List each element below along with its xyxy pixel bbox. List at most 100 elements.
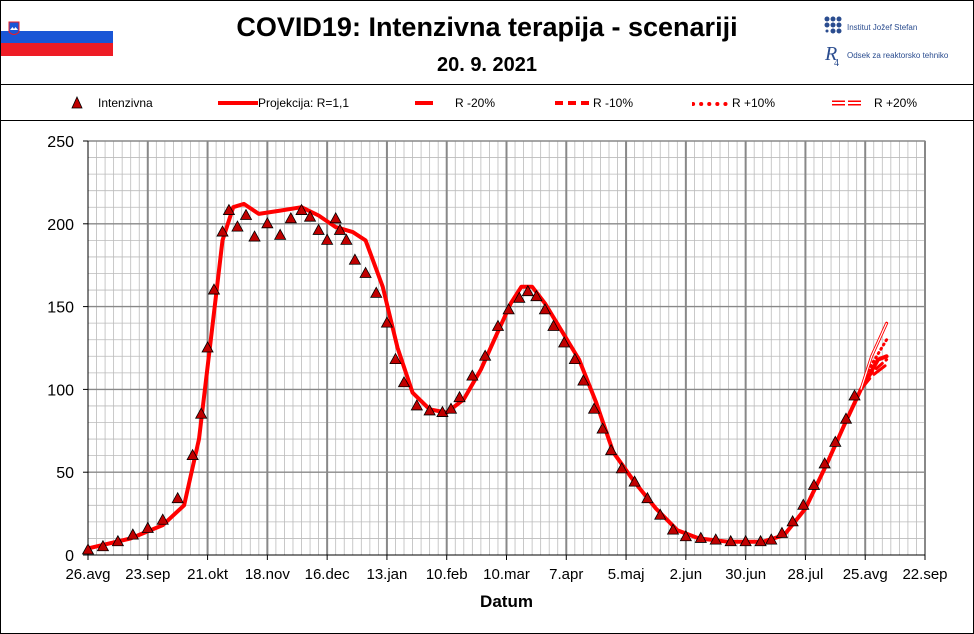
x-tick-label: 2.jun — [670, 566, 703, 583]
x-tick-label: 13.jan — [366, 566, 407, 583]
data-point-marker — [521, 284, 535, 297]
data-point-marker — [568, 352, 582, 364]
data-point-marker — [186, 448, 199, 461]
chart-title: COVID19: Intenzivna terapija - scenariji — [236, 12, 738, 42]
data-point-marker — [654, 508, 667, 520]
data-point-marker — [604, 443, 618, 456]
data-point-marker — [389, 352, 402, 364]
x-tick-label: 18.nov — [245, 566, 291, 583]
data-point-marker — [615, 462, 628, 474]
logo-line-2: Odsek za reaktorsko tehniko — [847, 51, 949, 60]
data-point-marker — [340, 233, 353, 245]
x-tick-label: 28.jul — [787, 566, 823, 583]
x-tick-label: 7.apr — [549, 566, 583, 583]
legend-label: R -10% — [593, 96, 634, 110]
data-point-marker — [329, 212, 342, 224]
data-point-marker — [261, 216, 274, 229]
data-point-marker — [111, 534, 125, 547]
data-point-marker — [216, 225, 229, 237]
x-tick-label: 5.maj — [608, 566, 645, 583]
y-tick-label: 50 — [56, 465, 74, 482]
x-tick-label: 10.mar — [483, 566, 530, 583]
data-point-marker — [679, 529, 693, 542]
data-point-marker — [273, 228, 287, 240]
legend-divider — [0, 120, 974, 121]
data-point-marker — [397, 375, 411, 388]
data-point-marker — [303, 210, 317, 222]
x-tick-label: 22.sep — [902, 566, 947, 583]
data-point-marker — [141, 521, 154, 533]
legend-item-projekcija: Projekcija: R=1,1 — [218, 95, 388, 111]
data-point-marker — [829, 435, 842, 447]
y-tick-label: 100 — [47, 382, 74, 399]
data-point-marker — [370, 286, 383, 298]
data-point-marker — [839, 412, 853, 424]
y-tick-label: 0 — [65, 548, 74, 565]
data-point-marker — [641, 491, 654, 504]
series-line-r-20-inner — [860, 322, 888, 390]
data-point-marker — [538, 303, 552, 315]
x-tick-label: 26.avg — [65, 566, 110, 583]
data-point-marker — [478, 349, 492, 361]
data-point-marker — [513, 291, 526, 303]
data-point-marker — [596, 422, 609, 434]
legend-label: R -20% — [455, 96, 496, 110]
data-point-marker — [724, 534, 737, 547]
logo-line-1: Institut Jožef Stefan — [847, 23, 917, 32]
data-point-marker — [423, 404, 436, 416]
data-point-marker — [380, 316, 394, 328]
data-point-marker — [453, 390, 466, 403]
x-axis-title: Datum — [480, 592, 533, 611]
legend-label: R +20% — [874, 96, 918, 110]
y-tick-label: 200 — [47, 217, 74, 234]
data-point-marker — [739, 534, 752, 547]
data-point-marker — [587, 402, 601, 414]
data-point-marker — [96, 539, 110, 552]
legend-label: Projekcija: R=1,1 — [258, 96, 350, 110]
x-tick-label: 10.feb — [426, 566, 468, 583]
legend-item-r-minus-20: R -20% — [415, 95, 525, 111]
series-line-projekcija-r-1-1 — [86, 201, 889, 551]
data-point-marker — [547, 319, 560, 331]
legend-item-r-plus-10: R +10% — [692, 95, 802, 111]
data-point-marker — [126, 528, 140, 540]
data-point-marker — [81, 543, 95, 555]
data-point-marker — [530, 289, 543, 302]
chart-date: 20. 9. 2021 — [436, 54, 538, 76]
data-point-marker — [436, 405, 449, 417]
data-point-marker — [754, 534, 767, 547]
slovenia-flag-icon — [1, 18, 113, 56]
data-point-marker — [628, 475, 641, 487]
svg-text:R: R — [824, 43, 837, 65]
legend-item-r-minus-10: R -10% — [555, 95, 665, 111]
x-tick-label: 25.avg — [843, 566, 888, 583]
data-point-marker — [807, 478, 821, 490]
data-point-marker — [410, 399, 423, 411]
chart-area: 0 50 100 150 200 250 26.avg 23.sep 21.okt 18.nov 1… — [47, 134, 947, 611]
svg-text:4: 4 — [834, 58, 839, 69]
x-tick-label: 30.jun — [725, 566, 766, 583]
data-point-marker — [312, 223, 325, 235]
data-point-marker — [775, 526, 789, 538]
data-point-marker — [502, 303, 515, 315]
data-point-marker — [577, 374, 590, 386]
data-point-marker — [231, 220, 244, 232]
data-point-marker — [666, 523, 680, 535]
data-point-marker — [848, 389, 861, 401]
institute-logo: Institut Jožef Stefan R 4 Odsek za reakt… — [822, 14, 967, 70]
header-divider — [0, 84, 974, 85]
x-tick-label: 16.dec — [305, 566, 351, 583]
data-point-marker — [156, 513, 169, 525]
y-tick-label: 250 — [47, 134, 74, 151]
data-point-marker — [239, 208, 253, 220]
x-tick-label: 23.sep — [125, 566, 170, 583]
legend-item-r-plus-20: R +20% — [832, 95, 952, 111]
legend-item-intenzivna: Intenzivna — [70, 95, 200, 111]
data-point-marker — [171, 491, 184, 504]
y-tick-label: 150 — [47, 300, 74, 317]
data-point-marker — [207, 283, 221, 295]
data-point-marker — [491, 319, 505, 331]
data-point-marker — [201, 341, 214, 353]
data-point-marker — [333, 223, 347, 235]
data-point-marker — [359, 266, 372, 278]
